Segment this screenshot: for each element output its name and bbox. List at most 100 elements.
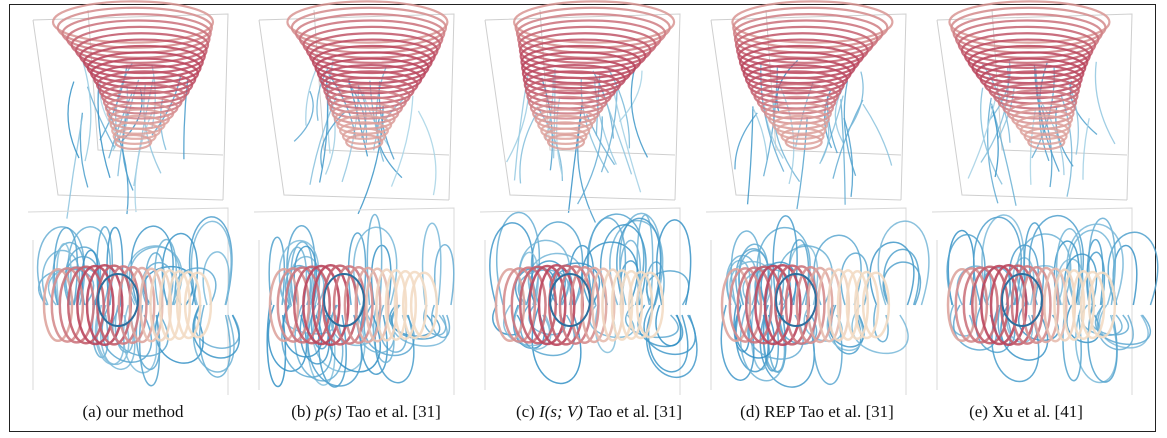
streamline bbox=[192, 304, 240, 359]
vortex-ring bbox=[365, 267, 390, 343]
caption-label: (c) bbox=[515, 402, 535, 421]
vortex-ring bbox=[980, 264, 1019, 346]
vortex-ring bbox=[1021, 265, 1052, 345]
caption: (b) p(s) Tao et al. [31] bbox=[250, 402, 482, 422]
streamline bbox=[990, 106, 999, 178]
streamline bbox=[1112, 244, 1138, 306]
bounding-box bbox=[479, 207, 681, 395]
vortex-ring bbox=[528, 264, 567, 346]
caption-label: (b) bbox=[291, 402, 312, 421]
vortex-ring bbox=[1015, 114, 1072, 135]
vortex-ring bbox=[384, 269, 408, 341]
vortex-ring bbox=[95, 70, 194, 100]
vortex-ring bbox=[736, 32, 869, 70]
vortex-ring bbox=[731, 0, 894, 44]
streamline bbox=[144, 252, 165, 306]
vortex-ring bbox=[93, 63, 197, 95]
streamline bbox=[734, 112, 758, 170]
streamline bbox=[1062, 304, 1082, 382]
vortex-ring bbox=[106, 102, 175, 125]
streamline bbox=[593, 80, 617, 165]
caption-math: I(s; V) bbox=[539, 402, 583, 421]
streamline bbox=[1086, 251, 1106, 306]
streamline bbox=[609, 219, 664, 306]
streamline bbox=[851, 304, 909, 355]
streamline bbox=[752, 107, 768, 160]
vortex-ring bbox=[529, 95, 604, 120]
streamline bbox=[1086, 238, 1104, 306]
caption-text: (e) Xu et al. [41] bbox=[969, 402, 1083, 421]
streamline bbox=[986, 97, 999, 204]
vortex-ring bbox=[316, 57, 426, 90]
streamline bbox=[122, 112, 134, 191]
caption: (e) Xu et al. [41] bbox=[936, 402, 1116, 422]
vortex-ring bbox=[753, 83, 839, 110]
vortex-ring bbox=[989, 263, 1028, 347]
vortex-ring bbox=[519, 265, 557, 345]
vortex-ring bbox=[745, 265, 783, 345]
vortex-ring bbox=[514, 6, 671, 49]
vortex-ring bbox=[111, 121, 162, 140]
streamline bbox=[746, 106, 754, 205]
bounding-box bbox=[710, 9, 907, 201]
vortex-ring bbox=[85, 263, 124, 347]
caption: (a) our method bbox=[48, 402, 218, 422]
streamline bbox=[37, 226, 85, 306]
vortex-ring bbox=[336, 114, 393, 135]
streamline bbox=[1098, 304, 1149, 349]
vortex-ring bbox=[795, 265, 826, 345]
streamline bbox=[431, 304, 451, 339]
streamline bbox=[656, 219, 692, 306]
streamline bbox=[1028, 214, 1084, 306]
vortex-ring bbox=[327, 89, 407, 115]
vortex-ring bbox=[627, 270, 654, 340]
streamline bbox=[266, 304, 287, 388]
vortex-ring bbox=[1071, 269, 1096, 341]
vortex-ring bbox=[861, 271, 891, 339]
vortex-ring bbox=[139, 267, 164, 343]
vortex-ring bbox=[971, 265, 1009, 345]
streamline bbox=[655, 304, 682, 347]
streamline bbox=[646, 261, 665, 306]
vortex-ring bbox=[375, 268, 399, 342]
vortex-ring bbox=[117, 265, 148, 345]
vortex-ring bbox=[979, 63, 1083, 95]
streamline bbox=[873, 304, 889, 343]
vortex-ring bbox=[957, 25, 1097, 64]
streamline bbox=[763, 101, 784, 159]
streamline bbox=[286, 246, 308, 306]
bounding-box bbox=[27, 207, 229, 395]
streamline bbox=[618, 70, 643, 123]
vortex-ring bbox=[1032, 266, 1060, 344]
vortex-ring bbox=[784, 133, 823, 151]
vortex-ring bbox=[1027, 133, 1066, 151]
vortex-ring bbox=[175, 270, 202, 340]
vortex-ring bbox=[1010, 265, 1044, 345]
vortex-ring bbox=[51, 0, 215, 44]
caption-math: p(s) bbox=[315, 402, 342, 421]
vortex-ring bbox=[734, 25, 874, 64]
streamline bbox=[66, 115, 84, 219]
vortex-core bbox=[1001, 273, 1043, 327]
streamline bbox=[1096, 304, 1134, 351]
vortex-ring bbox=[56, 6, 213, 49]
vortex-ring bbox=[754, 264, 793, 346]
vortex-ring bbox=[58, 266, 95, 344]
vortex-ring bbox=[329, 95, 403, 120]
vortex-ring bbox=[167, 269, 192, 341]
caption-text: (a) our method bbox=[82, 402, 184, 421]
streamline bbox=[605, 103, 633, 175]
vortex-ring bbox=[742, 57, 852, 90]
vortex-ring bbox=[523, 70, 621, 100]
vortex-ring bbox=[526, 83, 612, 110]
vortex-ring bbox=[106, 265, 140, 345]
vortex-ring bbox=[341, 127, 387, 145]
vortex-core bbox=[549, 273, 591, 327]
streamline bbox=[946, 233, 986, 306]
streamline bbox=[756, 226, 811, 306]
streamline bbox=[293, 90, 314, 142]
caption-text: (d) REP Tao et al. [31] bbox=[740, 402, 894, 421]
streamline bbox=[1082, 118, 1090, 180]
vortex-ring bbox=[319, 63, 423, 95]
